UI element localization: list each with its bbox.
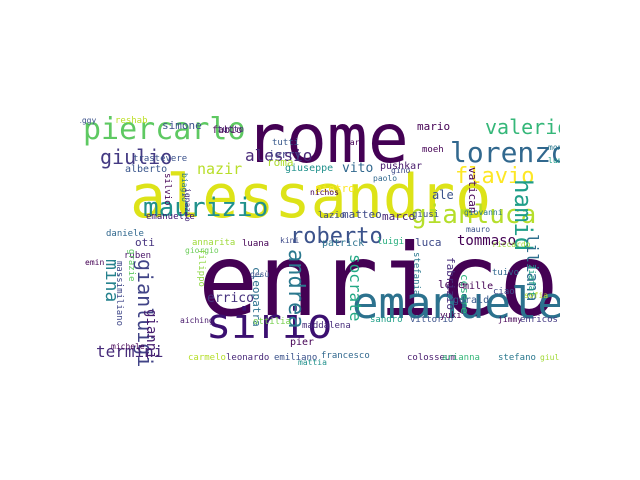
cloud-word: ignazio [183,188,192,222]
cloud-word: nichos [310,188,339,197]
cloud-word: michele [111,342,145,351]
cloud-word: cesare [458,274,471,314]
cloud-word: roma [267,156,294,169]
cloud-word: jerry [268,148,302,161]
cloud-word: giorgio [185,246,219,255]
cloud-word: enrico [198,222,560,339]
cloud-word: mauro [466,225,491,234]
cloud-word: paolo [373,174,398,183]
cloud-word: emiliano [274,353,318,363]
cloud-word: ruben [124,251,152,261]
cloud-word: silvio [162,173,172,206]
cloud-word: francesco [321,351,370,361]
cloud-word: nazir [197,160,243,178]
cloud-word: mattia [298,358,327,367]
cloud-word: maddalena [302,321,351,331]
cloud-word: luigi [377,237,405,247]
cloud-word: stefania [411,252,421,296]
cloud-word: colosseum [407,353,456,363]
cloud-word: mario [417,120,451,133]
cloud-word: giuli [540,353,560,362]
cloud-word: simone [162,119,202,132]
cloud-word: tutto [217,125,245,135]
cloud-word: grazie [126,249,136,282]
cloud-word: gerald [453,295,490,306]
cloud-word: trastevere [133,154,188,164]
cloud-word: flavio [455,164,535,189]
cloud-word: annarita [192,238,236,248]
cloud-word: ale [432,188,454,202]
cloud-word: sofia [524,291,549,300]
cloud-word: enricos [520,315,558,325]
cloud-word: monte [548,143,560,152]
cloud-word: reshab [115,116,148,126]
cloud-word: yuki [440,311,462,321]
cloud-word: emanuele [352,278,560,329]
cloud-word: emin [85,258,105,267]
cloud-word: luana [242,239,270,249]
cloud-word: carmelo [188,353,226,363]
cloud-word: giusi [412,210,440,220]
cloud-word: oti [135,236,155,249]
cloud-word: mille [463,281,494,292]
cloud-word: matteo [342,208,382,221]
cloud-word: sirio [206,299,333,348]
cloud-word: giuseppe [285,163,334,174]
cloud-word: stefano [498,353,536,363]
cloud-word: vittorio [410,315,454,325]
cloud-word: emanuelle [146,212,195,222]
cloud-word: ciao [493,287,515,297]
cloud-word: kini [280,236,300,245]
cloud-word: alessio [245,146,313,165]
cloud-word: tutti [272,138,300,148]
cloud-word: socrate [346,254,365,322]
cloud-word: gesù [250,270,270,279]
cloud-word: massimiliano [114,261,124,327]
cloud-word: arianna [442,353,480,363]
cloud-word: termini [96,342,164,361]
cloud-word: gianni [143,309,159,360]
cloud-word: errico [207,291,254,306]
cloud-word: rome [245,109,409,179]
cloud-word: gino [391,166,411,175]
cloud-word: luca [415,236,442,249]
cloud-word: alessandro [130,162,492,232]
cloud-word: lele [438,278,465,291]
cloud-word: aiching [180,316,214,325]
cloud-word: gianluca [411,200,537,230]
cloud-word: vatican [466,167,479,214]
cloud-word: daniele [106,229,144,239]
cloud-word: tuivo [492,268,520,278]
cloud-word: piercarlo [83,112,246,147]
cloud-word: fabrizio [444,257,457,310]
cloud-word: tommaso [457,233,517,249]
cloud-word: giovanni [464,208,503,217]
cloud-word: valerio [485,115,560,139]
cloud-word: leonardo [226,353,270,363]
cloud-word: luna [548,156,560,165]
cloud-word: vito [342,161,374,176]
cloud-word: maurizio [143,193,269,223]
cloud-word: giulio [100,145,173,169]
cloud-word: pietro [315,182,355,195]
cloud-word: moeh [422,145,444,155]
cloud-word: fabio [212,125,243,136]
cloud-word: sara [345,138,365,147]
cloud-word: lazio [318,211,346,221]
cloud-word: jimmy [498,315,523,324]
word-cloud: enricoalessandroromedavideemanuelesiriop… [80,109,560,368]
cloud-word: pushkar [380,161,423,172]
cloud-word: patrick [322,238,365,249]
cloud-word: marco [382,210,416,223]
cloud-word: ottilia [253,317,291,327]
cloud-word: pier [290,337,315,348]
cloud-word: roberto [290,224,383,249]
cloud-word: alberto [125,164,168,175]
cloud-word: sandro [370,315,403,325]
cloud-word: lorenzo [450,136,560,169]
cloud-word: riccardo [492,240,531,249]
